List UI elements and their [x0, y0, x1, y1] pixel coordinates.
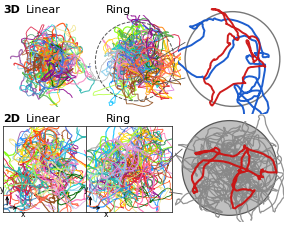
Circle shape	[185, 12, 280, 106]
Text: y: y	[83, 185, 88, 193]
Text: Linear: Linear	[26, 5, 61, 15]
Text: Linear: Linear	[26, 114, 61, 123]
Text: x: x	[104, 210, 109, 219]
Text: Ring: Ring	[106, 5, 131, 15]
Text: y: y	[0, 185, 5, 193]
Text: 3D: 3D	[3, 5, 20, 15]
Circle shape	[182, 121, 277, 215]
Text: Ring: Ring	[106, 114, 131, 123]
Text: 2D: 2D	[3, 114, 20, 123]
Text: x: x	[21, 210, 26, 219]
